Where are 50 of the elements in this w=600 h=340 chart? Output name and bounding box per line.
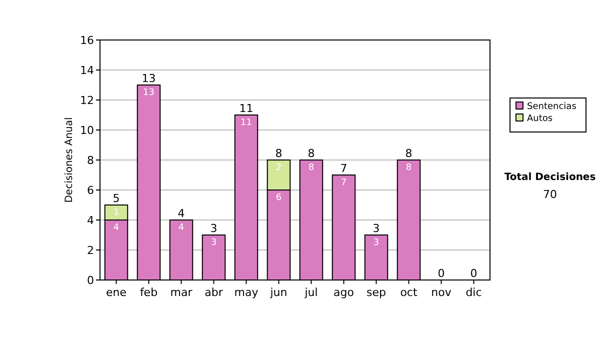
- y-tick-label: 2: [87, 244, 94, 257]
- total-label: 11: [239, 102, 254, 115]
- x-tick-label: feb: [140, 286, 158, 299]
- y-tick-label: 8: [87, 154, 94, 167]
- y-tick-label: 6: [87, 184, 94, 197]
- data-label: 3: [210, 238, 217, 248]
- data-label: 7: [340, 178, 347, 188]
- x-tick-label: abr: [204, 286, 224, 299]
- data-label: 3: [373, 238, 380, 248]
- y-tick-label: 0: [87, 274, 94, 287]
- x-tick-label: may: [234, 286, 259, 299]
- data-label: 4: [113, 223, 120, 233]
- x-tick-label: jul: [304, 286, 318, 299]
- legend-label: Sentencias: [527, 102, 577, 112]
- total-label: 8: [308, 147, 315, 160]
- text: 70: [543, 188, 557, 201]
- total-label: 0: [438, 267, 445, 280]
- total-label: 13: [142, 72, 156, 85]
- x-tick-label: ago: [334, 286, 354, 299]
- x-tick-label: mar: [170, 286, 193, 299]
- total-label: 8: [405, 147, 412, 160]
- data-label: 11: [240, 118, 252, 128]
- x-tick-label: nov: [431, 286, 452, 299]
- x-tick-label: oct: [400, 286, 418, 299]
- x-tick-label: jun: [269, 286, 288, 299]
- text: Total Decisiones: [504, 172, 596, 183]
- x-tick-label: sep: [366, 286, 386, 299]
- data-label: 1: [113, 208, 120, 218]
- total-label: 3: [372, 222, 380, 235]
- data-label: 13: [143, 88, 154, 98]
- y-tick-label: 12: [80, 94, 94, 107]
- total-label: 7: [340, 162, 348, 175]
- data-label: 8: [308, 163, 314, 173]
- x-tick-label: dic: [466, 286, 482, 299]
- y-tick-label: 16: [80, 34, 94, 47]
- total-label: 3: [210, 222, 218, 235]
- y-axis-title: Decisiones Anual: [64, 117, 75, 203]
- x-tick-label: ene: [106, 286, 127, 299]
- data-label: 4: [178, 223, 184, 233]
- data-label: 6: [276, 193, 282, 203]
- data-label: 8: [406, 163, 412, 173]
- total-label: 0: [470, 267, 478, 280]
- legend-label: Autos: [527, 114, 553, 124]
- total-label: 5: [112, 192, 120, 205]
- total-label: 4: [178, 207, 185, 220]
- total-label: 8: [275, 147, 282, 160]
- y-tick-label: 4: [87, 214, 94, 227]
- y-tick-label: 10: [80, 124, 94, 137]
- y-tick-label: 14: [80, 64, 94, 77]
- data-label: 2: [276, 163, 282, 173]
